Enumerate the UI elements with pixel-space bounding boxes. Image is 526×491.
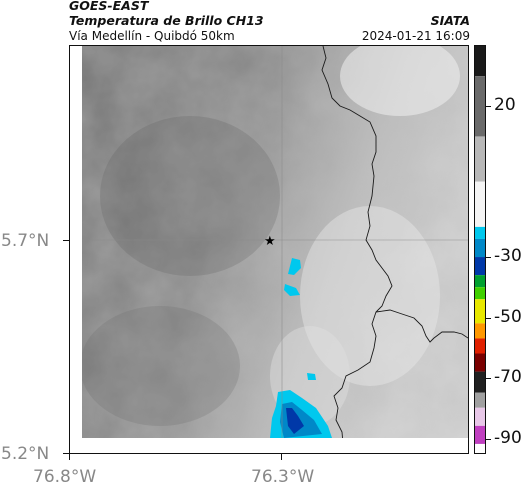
colorbar-tick	[486, 317, 491, 319]
cold-cloud-cells	[270, 258, 332, 438]
star-marker-icon: ★	[264, 234, 276, 249]
gridlines	[70, 46, 468, 453]
colorbar-tick-label: -70	[494, 367, 522, 388]
colorbar-segment	[475, 238, 485, 258]
colorbar-tick-label: -30	[494, 246, 522, 267]
colorbar-segment	[475, 371, 485, 393]
x-tick-76-3	[281, 454, 282, 460]
y-tick-5-7	[63, 240, 69, 241]
colorbar-segment	[475, 443, 485, 453]
colorbar-tick	[486, 257, 491, 259]
colorbar-tick	[486, 438, 491, 440]
timestamp: 2024-01-21 16:09	[361, 29, 470, 43]
colorbar-segment	[475, 226, 485, 239]
colorbar-segment	[475, 392, 485, 408]
colorbar-segment	[475, 181, 485, 227]
colorbar-segment	[475, 76, 485, 137]
colorbar-segment	[475, 136, 485, 182]
department-borders	[321, 46, 468, 453]
product-title: Temperatura de Brillo CH13	[69, 13, 264, 28]
colorbar-tick-label: -50	[494, 306, 522, 327]
route-subtitle: Vía Medellín - Quibdó 50km	[69, 29, 235, 43]
colorbar-tick-label: -90	[494, 427, 522, 448]
colorbar-segment	[475, 287, 485, 300]
colorbar-segment	[475, 323, 485, 339]
colorbar-segment	[475, 407, 485, 426]
colorbar-segment	[475, 338, 485, 354]
source-label: SIATA	[430, 13, 470, 28]
map-canvas: ★	[70, 46, 468, 453]
satellite-map: ★	[69, 45, 469, 454]
colorbar-segment	[475, 425, 485, 444]
x-label-76-8w: 76.8°W	[33, 467, 97, 487]
y-label-5-7n: 5.7°N	[1, 231, 50, 251]
colorbar-segment	[475, 275, 485, 288]
y-tick-5-2	[63, 453, 69, 454]
colorbar-tick	[486, 378, 491, 380]
colorbar-segment	[475, 299, 485, 324]
colorbar-segment	[475, 46, 485, 77]
brightness-temperature-imagery	[80, 46, 468, 438]
colorbar-tick	[486, 105, 491, 107]
colorbar-segment	[475, 257, 485, 276]
colorbar-tick-label: 20	[494, 94, 516, 115]
colorbar	[474, 45, 486, 454]
satellite-name: GOES-EAST	[69, 0, 149, 13]
x-label-76-3w: 76.3°W	[251, 467, 315, 487]
colorbar-segment	[475, 353, 485, 372]
y-label-5-2n: 5.2°N	[1, 444, 50, 464]
x-tick-76-8	[69, 454, 70, 460]
